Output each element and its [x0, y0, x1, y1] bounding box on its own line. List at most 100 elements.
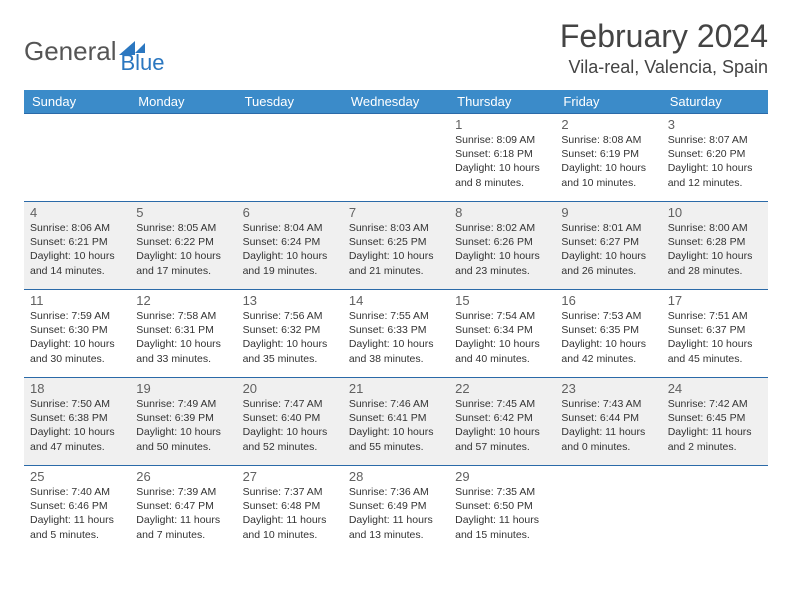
calendar-cell: 12Sunrise: 7:58 AMSunset: 6:31 PMDayligh…	[130, 290, 236, 378]
title-block: February 2024 Vila-real, Valencia, Spain	[560, 18, 768, 78]
day-number: 11	[30, 293, 124, 308]
calendar-cell: 14Sunrise: 7:55 AMSunset: 6:33 PMDayligh…	[343, 290, 449, 378]
weekday-header: Saturday	[662, 90, 768, 114]
day-info: Sunrise: 7:45 AMSunset: 6:42 PMDaylight:…	[455, 397, 549, 454]
day-info: Sunrise: 8:03 AMSunset: 6:25 PMDaylight:…	[349, 221, 443, 278]
day-number: 6	[243, 205, 337, 220]
page-title: February 2024	[560, 18, 768, 55]
calendar-cell: 8Sunrise: 8:02 AMSunset: 6:26 PMDaylight…	[449, 202, 555, 290]
calendar-cell: 27Sunrise: 7:37 AMSunset: 6:48 PMDayligh…	[237, 466, 343, 554]
logo-text-general: General	[24, 36, 117, 67]
calendar-cell	[130, 114, 236, 202]
day-number: 5	[136, 205, 230, 220]
logo: General Blue	[24, 18, 165, 76]
day-info: Sunrise: 7:58 AMSunset: 6:31 PMDaylight:…	[136, 309, 230, 366]
day-number: 23	[561, 381, 655, 396]
weekday-header: Tuesday	[237, 90, 343, 114]
calendar-cell: 26Sunrise: 7:39 AMSunset: 6:47 PMDayligh…	[130, 466, 236, 554]
day-number: 25	[30, 469, 124, 484]
calendar-cell: 10Sunrise: 8:00 AMSunset: 6:28 PMDayligh…	[662, 202, 768, 290]
calendar-cell: 17Sunrise: 7:51 AMSunset: 6:37 PMDayligh…	[662, 290, 768, 378]
day-number: 29	[455, 469, 549, 484]
day-number: 16	[561, 293, 655, 308]
calendar-table: SundayMondayTuesdayWednesdayThursdayFrid…	[24, 90, 768, 554]
day-info: Sunrise: 7:56 AMSunset: 6:32 PMDaylight:…	[243, 309, 337, 366]
day-info: Sunrise: 7:36 AMSunset: 6:49 PMDaylight:…	[349, 485, 443, 542]
day-number: 7	[349, 205, 443, 220]
day-info: Sunrise: 7:39 AMSunset: 6:47 PMDaylight:…	[136, 485, 230, 542]
day-info: Sunrise: 8:00 AMSunset: 6:28 PMDaylight:…	[668, 221, 762, 278]
calendar-body: 1Sunrise: 8:09 AMSunset: 6:18 PMDaylight…	[24, 114, 768, 554]
day-info: Sunrise: 8:09 AMSunset: 6:18 PMDaylight:…	[455, 133, 549, 190]
calendar-cell: 23Sunrise: 7:43 AMSunset: 6:44 PMDayligh…	[555, 378, 661, 466]
day-number: 26	[136, 469, 230, 484]
day-info: Sunrise: 7:53 AMSunset: 6:35 PMDaylight:…	[561, 309, 655, 366]
calendar-cell: 25Sunrise: 7:40 AMSunset: 6:46 PMDayligh…	[24, 466, 130, 554]
calendar-cell: 3Sunrise: 8:07 AMSunset: 6:20 PMDaylight…	[662, 114, 768, 202]
day-number: 27	[243, 469, 337, 484]
day-number: 10	[668, 205, 762, 220]
day-info: Sunrise: 8:01 AMSunset: 6:27 PMDaylight:…	[561, 221, 655, 278]
calendar-cell: 15Sunrise: 7:54 AMSunset: 6:34 PMDayligh…	[449, 290, 555, 378]
day-info: Sunrise: 7:51 AMSunset: 6:37 PMDaylight:…	[668, 309, 762, 366]
calendar-cell: 2Sunrise: 8:08 AMSunset: 6:19 PMDaylight…	[555, 114, 661, 202]
day-number: 3	[668, 117, 762, 132]
calendar-cell: 1Sunrise: 8:09 AMSunset: 6:18 PMDaylight…	[449, 114, 555, 202]
calendar-cell: 29Sunrise: 7:35 AMSunset: 6:50 PMDayligh…	[449, 466, 555, 554]
calendar-week: 18Sunrise: 7:50 AMSunset: 6:38 PMDayligh…	[24, 378, 768, 466]
calendar-cell: 16Sunrise: 7:53 AMSunset: 6:35 PMDayligh…	[555, 290, 661, 378]
day-number: 15	[455, 293, 549, 308]
logo-text-blue: Blue	[121, 50, 165, 76]
day-number: 21	[349, 381, 443, 396]
day-number: 14	[349, 293, 443, 308]
day-number: 18	[30, 381, 124, 396]
location-label: Vila-real, Valencia, Spain	[560, 57, 768, 78]
weekday-header: Friday	[555, 90, 661, 114]
day-info: Sunrise: 7:46 AMSunset: 6:41 PMDaylight:…	[349, 397, 443, 454]
calendar-cell: 5Sunrise: 8:05 AMSunset: 6:22 PMDaylight…	[130, 202, 236, 290]
weekday-header: Thursday	[449, 90, 555, 114]
header: General Blue February 2024 Vila-real, Va…	[24, 18, 768, 78]
calendar-head: SundayMondayTuesdayWednesdayThursdayFrid…	[24, 90, 768, 114]
weekday-header: Wednesday	[343, 90, 449, 114]
calendar-cell: 11Sunrise: 7:59 AMSunset: 6:30 PMDayligh…	[24, 290, 130, 378]
day-number: 4	[30, 205, 124, 220]
calendar-cell: 18Sunrise: 7:50 AMSunset: 6:38 PMDayligh…	[24, 378, 130, 466]
weekday-header: Monday	[130, 90, 236, 114]
calendar-cell	[555, 466, 661, 554]
day-number: 8	[455, 205, 549, 220]
calendar-cell	[343, 114, 449, 202]
day-info: Sunrise: 7:43 AMSunset: 6:44 PMDaylight:…	[561, 397, 655, 454]
day-info: Sunrise: 8:07 AMSunset: 6:20 PMDaylight:…	[668, 133, 762, 190]
calendar-cell: 4Sunrise: 8:06 AMSunset: 6:21 PMDaylight…	[24, 202, 130, 290]
day-info: Sunrise: 8:04 AMSunset: 6:24 PMDaylight:…	[243, 221, 337, 278]
day-info: Sunrise: 8:02 AMSunset: 6:26 PMDaylight:…	[455, 221, 549, 278]
calendar-cell: 19Sunrise: 7:49 AMSunset: 6:39 PMDayligh…	[130, 378, 236, 466]
weekday-header: Sunday	[24, 90, 130, 114]
day-number: 12	[136, 293, 230, 308]
calendar-week: 4Sunrise: 8:06 AMSunset: 6:21 PMDaylight…	[24, 202, 768, 290]
day-number: 9	[561, 205, 655, 220]
calendar-cell	[662, 466, 768, 554]
day-info: Sunrise: 7:42 AMSunset: 6:45 PMDaylight:…	[668, 397, 762, 454]
calendar-week: 25Sunrise: 7:40 AMSunset: 6:46 PMDayligh…	[24, 466, 768, 554]
day-info: Sunrise: 7:40 AMSunset: 6:46 PMDaylight:…	[30, 485, 124, 542]
calendar-cell	[237, 114, 343, 202]
calendar-cell: 24Sunrise: 7:42 AMSunset: 6:45 PMDayligh…	[662, 378, 768, 466]
day-info: Sunrise: 7:35 AMSunset: 6:50 PMDaylight:…	[455, 485, 549, 542]
day-number: 24	[668, 381, 762, 396]
day-info: Sunrise: 7:49 AMSunset: 6:39 PMDaylight:…	[136, 397, 230, 454]
day-info: Sunrise: 8:06 AMSunset: 6:21 PMDaylight:…	[30, 221, 124, 278]
calendar-cell: 9Sunrise: 8:01 AMSunset: 6:27 PMDaylight…	[555, 202, 661, 290]
day-info: Sunrise: 7:37 AMSunset: 6:48 PMDaylight:…	[243, 485, 337, 542]
calendar-cell: 22Sunrise: 7:45 AMSunset: 6:42 PMDayligh…	[449, 378, 555, 466]
calendar-cell	[24, 114, 130, 202]
day-info: Sunrise: 7:55 AMSunset: 6:33 PMDaylight:…	[349, 309, 443, 366]
day-number: 28	[349, 469, 443, 484]
day-number: 1	[455, 117, 549, 132]
day-info: Sunrise: 7:50 AMSunset: 6:38 PMDaylight:…	[30, 397, 124, 454]
day-info: Sunrise: 8:05 AMSunset: 6:22 PMDaylight:…	[136, 221, 230, 278]
day-number: 19	[136, 381, 230, 396]
calendar-cell: 21Sunrise: 7:46 AMSunset: 6:41 PMDayligh…	[343, 378, 449, 466]
day-number: 22	[455, 381, 549, 396]
